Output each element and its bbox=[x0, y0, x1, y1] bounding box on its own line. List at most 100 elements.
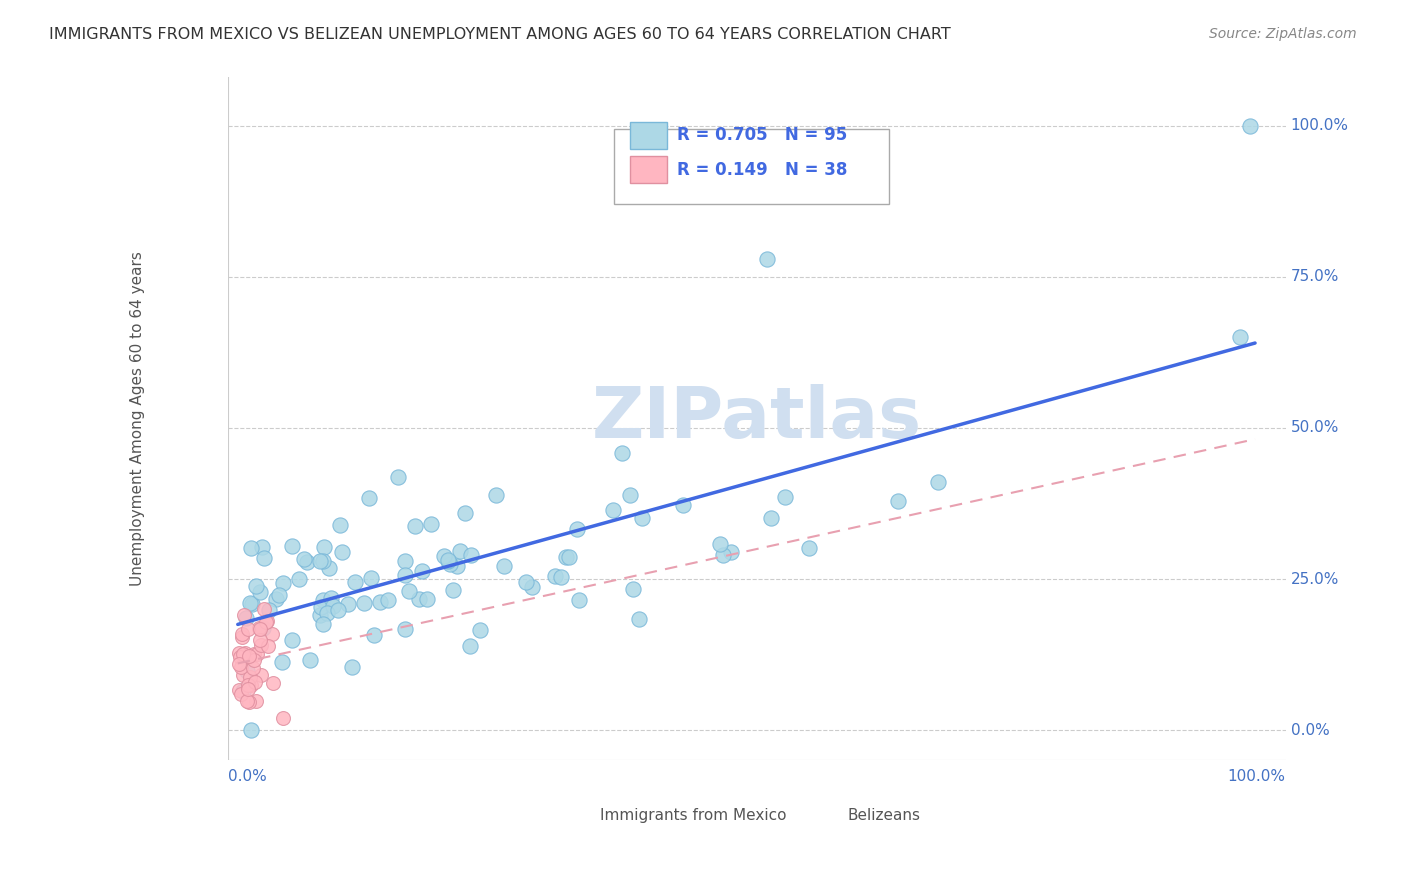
Point bbox=[243, 675, 266, 690]
Text: Unemployment Among Ages 60 to 64 years: Unemployment Among Ages 60 to 64 years bbox=[131, 252, 145, 586]
Point bbox=[404, 518, 426, 533]
Point bbox=[264, 592, 287, 607]
Point bbox=[470, 623, 492, 637]
Point bbox=[755, 252, 778, 266]
Point bbox=[253, 550, 276, 565]
Point bbox=[281, 632, 304, 647]
Point bbox=[256, 614, 278, 628]
Point bbox=[360, 572, 382, 586]
Point bbox=[485, 488, 508, 502]
Point bbox=[299, 653, 322, 667]
Point bbox=[228, 683, 250, 698]
Point bbox=[377, 593, 399, 607]
Point bbox=[240, 541, 263, 556]
Point bbox=[236, 622, 259, 636]
Point bbox=[672, 498, 695, 512]
Point bbox=[254, 615, 277, 629]
Point bbox=[312, 554, 335, 568]
Point bbox=[433, 549, 456, 563]
Point bbox=[720, 545, 742, 559]
Point bbox=[610, 445, 633, 459]
Point bbox=[326, 603, 349, 617]
Point bbox=[249, 638, 271, 652]
Text: ZIPatlas: ZIPatlas bbox=[592, 384, 922, 453]
Point bbox=[419, 516, 441, 531]
Point bbox=[886, 493, 908, 508]
Point bbox=[454, 506, 477, 520]
Point bbox=[273, 711, 295, 725]
Point bbox=[252, 621, 274, 635]
Point bbox=[437, 554, 460, 568]
Point bbox=[240, 678, 263, 692]
Text: 50.0%: 50.0% bbox=[1291, 420, 1339, 435]
Point bbox=[314, 540, 336, 554]
Point bbox=[329, 517, 352, 532]
Point bbox=[520, 580, 543, 594]
Point bbox=[602, 503, 624, 517]
Point bbox=[235, 611, 257, 625]
Text: Source: ZipAtlas.com: Source: ZipAtlas.com bbox=[1209, 27, 1357, 41]
Point bbox=[408, 591, 430, 606]
Point bbox=[236, 664, 259, 678]
Point bbox=[709, 537, 731, 551]
Point bbox=[239, 596, 262, 610]
Text: Belizeans: Belizeans bbox=[846, 808, 920, 823]
Point bbox=[460, 549, 482, 563]
Point bbox=[711, 548, 734, 562]
Point bbox=[550, 570, 572, 584]
Text: 100.0%: 100.0% bbox=[1291, 119, 1348, 133]
Point bbox=[330, 545, 353, 559]
Point bbox=[243, 648, 266, 662]
Point bbox=[458, 640, 481, 654]
Point bbox=[232, 608, 254, 623]
Point bbox=[353, 597, 375, 611]
Point bbox=[441, 582, 464, 597]
Text: 0.0%: 0.0% bbox=[1291, 723, 1330, 738]
Point bbox=[229, 687, 252, 701]
Point bbox=[368, 595, 391, 609]
FancyBboxPatch shape bbox=[630, 156, 666, 183]
FancyBboxPatch shape bbox=[619, 802, 645, 819]
Point bbox=[631, 510, 654, 524]
Point bbox=[411, 564, 433, 578]
Point bbox=[232, 684, 254, 698]
Point bbox=[544, 569, 567, 583]
Point bbox=[558, 549, 581, 564]
FancyBboxPatch shape bbox=[630, 122, 666, 149]
Point bbox=[233, 646, 256, 660]
Point bbox=[394, 553, 416, 567]
Point bbox=[229, 660, 252, 674]
Point bbox=[240, 597, 263, 611]
Point bbox=[312, 616, 335, 631]
Point bbox=[249, 632, 271, 647]
Point bbox=[799, 541, 821, 555]
Point bbox=[257, 603, 280, 617]
Point bbox=[249, 622, 271, 636]
Point bbox=[761, 511, 783, 525]
Point bbox=[336, 597, 359, 611]
Point bbox=[228, 649, 250, 664]
Point bbox=[252, 602, 274, 616]
Text: IMMIGRANTS FROM MEXICO VS BELIZEAN UNEMPLOYMENT AMONG AGES 60 TO 64 YEARS CORREL: IMMIGRANTS FROM MEXICO VS BELIZEAN UNEMP… bbox=[49, 27, 950, 42]
Point bbox=[316, 607, 339, 621]
Point bbox=[238, 648, 260, 663]
Point bbox=[775, 490, 797, 504]
Point bbox=[239, 723, 262, 738]
Point bbox=[568, 592, 591, 607]
Point bbox=[439, 557, 461, 571]
Point bbox=[245, 694, 267, 708]
Point bbox=[252, 541, 274, 555]
FancyBboxPatch shape bbox=[614, 128, 889, 203]
Point bbox=[249, 585, 271, 599]
Point bbox=[343, 575, 366, 590]
Point bbox=[449, 544, 471, 558]
Point bbox=[262, 676, 284, 690]
Point bbox=[311, 593, 333, 607]
Point bbox=[394, 568, 416, 582]
Point bbox=[416, 592, 439, 607]
Point bbox=[295, 555, 318, 569]
FancyBboxPatch shape bbox=[804, 802, 831, 819]
Point bbox=[271, 655, 294, 669]
Point bbox=[236, 681, 259, 696]
Text: 25.0%: 25.0% bbox=[1291, 572, 1339, 587]
